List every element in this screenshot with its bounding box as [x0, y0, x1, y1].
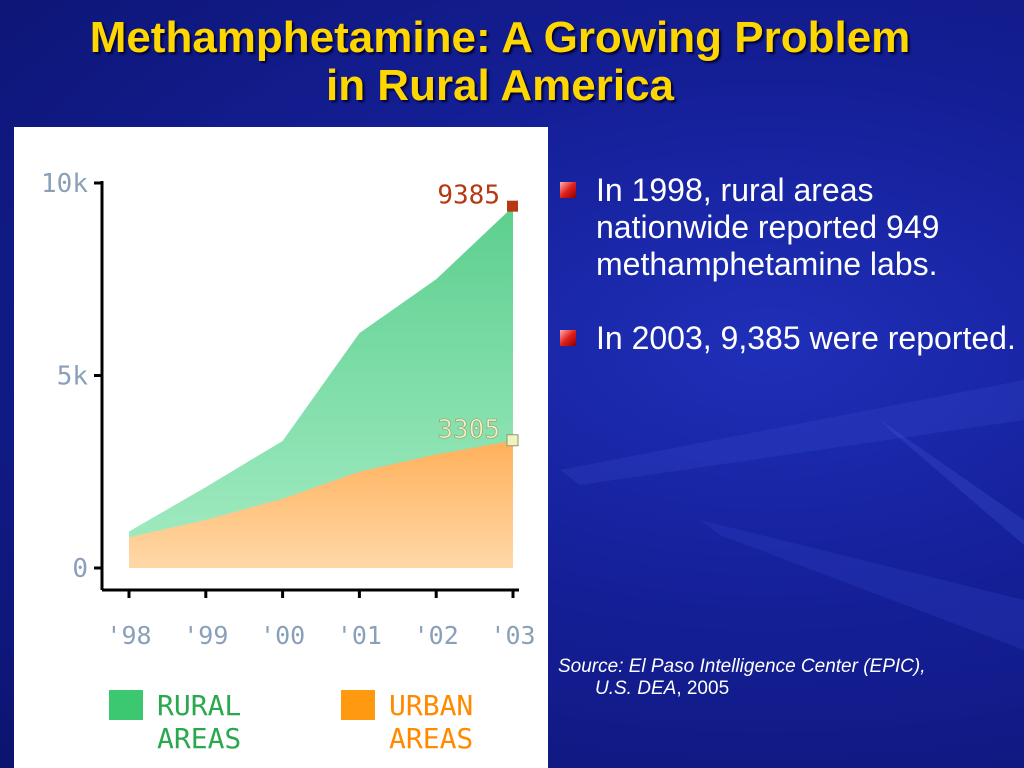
y-tick-label: 0 — [72, 554, 88, 584]
title-line-2: in Rural America — [325, 61, 675, 110]
legend-label: RURAL — [157, 689, 241, 722]
series-end-marker — [506, 434, 519, 447]
x-tick-label: '99 — [183, 621, 228, 650]
title-line-1: Methamphetamine: A Growing Problem — [89, 13, 911, 62]
x-tick-label: '98 — [106, 621, 151, 650]
x-tick-label: '03 — [490, 621, 535, 650]
slide-title: Methamphetamine: A Growing Problem in Ru… — [0, 14, 1000, 110]
red-square-bullet-icon — [560, 330, 576, 346]
legend-swatch — [341, 690, 375, 720]
x-tick-label: '00 — [260, 621, 305, 650]
bullet-text: In 1998, rural areas nationwide reported… — [596, 172, 940, 282]
series-end-label: 3305 — [437, 415, 500, 445]
chart-panel: 10k 5k 0'98'99'00'01'02'03 9385 3305 RURAL A… — [14, 127, 548, 768]
red-square-bullet-icon — [560, 182, 576, 198]
legend-label: AREAS — [157, 722, 241, 755]
x-tick-label: '02 — [414, 621, 459, 650]
y-tick-label: 5k — [57, 362, 89, 392]
source-year: , 2005 — [676, 678, 730, 699]
bullet-item: In 1998, rural areas nationwide reported… — [556, 172, 1016, 283]
source-line-1: Source: El Paso Intelligence Center (EPI… — [558, 656, 926, 677]
bullet-list: In 1998, rural areas nationwide reported… — [556, 172, 1016, 394]
source-citation: Source: El Paso Intelligence Center (EPI… — [558, 656, 1008, 700]
legend-label: AREAS — [389, 722, 473, 755]
legend-swatch — [109, 690, 143, 720]
source-agency: U.S. DEA — [595, 678, 677, 699]
legend-label: URBAN — [389, 689, 473, 722]
bullet-text: In 2003, 9,385 were reported. — [596, 320, 1016, 356]
y-tick-label: 10k — [41, 169, 88, 199]
series-end-marker — [507, 200, 518, 212]
area-urban-areas — [129, 440, 513, 568]
bullet-item: In 2003, 9,385 were reported. — [556, 320, 1016, 357]
x-tick-label: '01 — [337, 621, 382, 650]
series-end-label: 9385 — [437, 181, 500, 211]
